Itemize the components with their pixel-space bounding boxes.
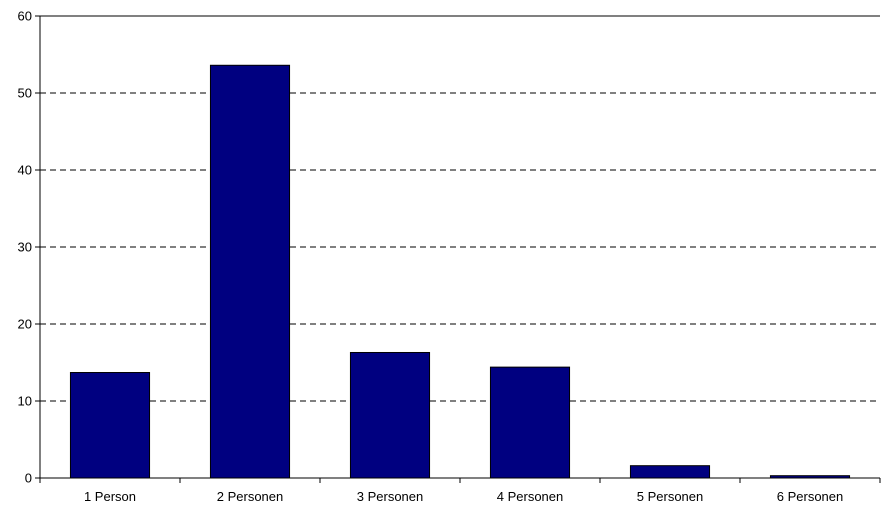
x-tick-label: 2 Personen (217, 489, 284, 504)
bar-1 (69, 372, 151, 479)
y-tick-label: 40 (18, 163, 32, 178)
x-tick-label: 5 Personen (637, 489, 704, 504)
bar-2 (209, 64, 291, 479)
gridlines (40, 15, 880, 402)
x-tick-labels: 1 Person 2 Personen 3 Personen 4 Personen 5 … (84, 489, 843, 504)
y-tick-label: 60 (18, 9, 32, 24)
bar-3 (349, 351, 431, 479)
axes (35, 15, 881, 483)
bar-4 (489, 366, 571, 479)
y-tick-label: 30 (18, 240, 32, 255)
x-tick-label: 4 Personen (497, 489, 564, 504)
y-tick-label: 0 (25, 471, 32, 486)
y-tick-label: 50 (18, 86, 32, 101)
y-tick-label: 10 (18, 394, 32, 409)
bars (69, 64, 851, 479)
y-tick-labels: 0 10 20 30 40 50 60 (18, 9, 32, 486)
x-tick-label: 3 Personen (357, 489, 424, 504)
y-tick-label: 20 (18, 317, 32, 332)
x-tick-label: 1 Person (84, 489, 136, 504)
bar-5 (629, 465, 711, 479)
x-tick-label: 6 Personen (777, 489, 844, 504)
